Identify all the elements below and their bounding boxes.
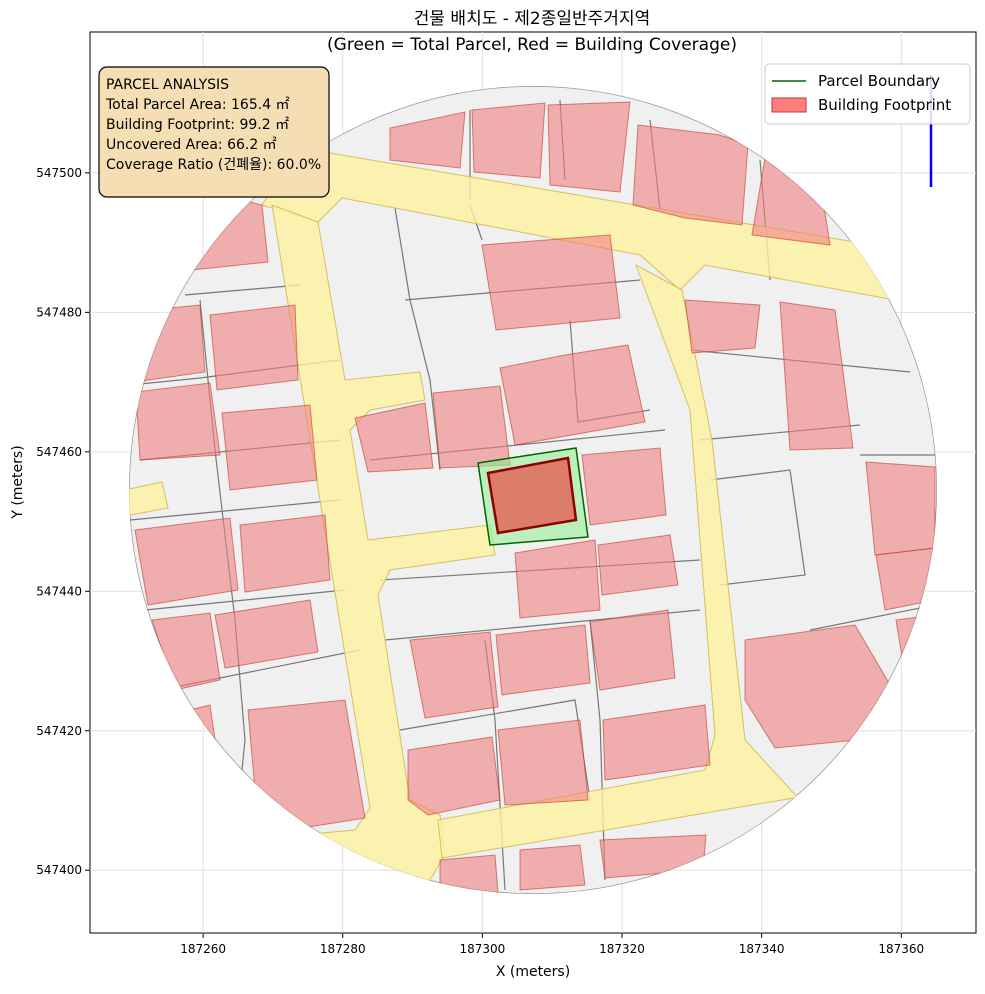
annotation-background — [98, 66, 330, 198]
y-tick-label: 547500 — [36, 166, 82, 180]
legend-box — [764, 63, 971, 125]
legend-label: Building Footprint — [818, 96, 951, 114]
annotation-line: Total Parcel Area: 165.4 ㎡ — [105, 97, 290, 113]
chart-subtitle: (Green = Total Parcel, Red = Building Co… — [327, 35, 737, 55]
annotation-line: Building Footprint: 99.2 ㎡ — [106, 117, 289, 133]
site-map — [129, 86, 937, 894]
y-tick-label: 547420 — [36, 724, 82, 738]
x-tick-label: 187280 — [320, 942, 366, 956]
chart-title: 건물 배치도 - 제2종일반주거지역 — [414, 9, 650, 29]
x-tick-label: 187340 — [739, 942, 785, 956]
legend-swatch — [771, 97, 807, 113]
annotation-line: Uncovered Area: 66.2 ㎡ — [106, 137, 277, 153]
legend-label: Parcel Boundary — [818, 72, 940, 90]
annotation-box: PARCEL ANALYSIS Total Parcel Area: 165.4 … — [98, 66, 330, 198]
buildings — [134, 101, 936, 894]
y-tick-label: 547460 — [36, 445, 82, 459]
y-tick-label: 547440 — [36, 584, 82, 598]
x-tick-label: 187260 — [180, 942, 226, 956]
annotation-line: Coverage Ratio (건폐율): 60.0% — [106, 157, 321, 173]
x-tick-label: 187360 — [878, 942, 924, 956]
y-tick-label: 547480 — [36, 305, 82, 319]
legend: Parcel Boundary Building Footprint — [764, 63, 971, 125]
annotation-line: PARCEL ANALYSIS — [106, 77, 229, 93]
x-axis-label: X (meters) — [496, 964, 570, 980]
x-tick-label: 187300 — [459, 942, 505, 956]
x-tick-label: 187320 — [599, 942, 645, 956]
ticks: 187260 187280 187300 187320 187340 187360 5474… — [36, 166, 924, 956]
y-axis-label: Y (meters) — [10, 445, 26, 519]
target-building — [486, 456, 578, 535]
y-tick-label: 547400 — [36, 863, 82, 877]
